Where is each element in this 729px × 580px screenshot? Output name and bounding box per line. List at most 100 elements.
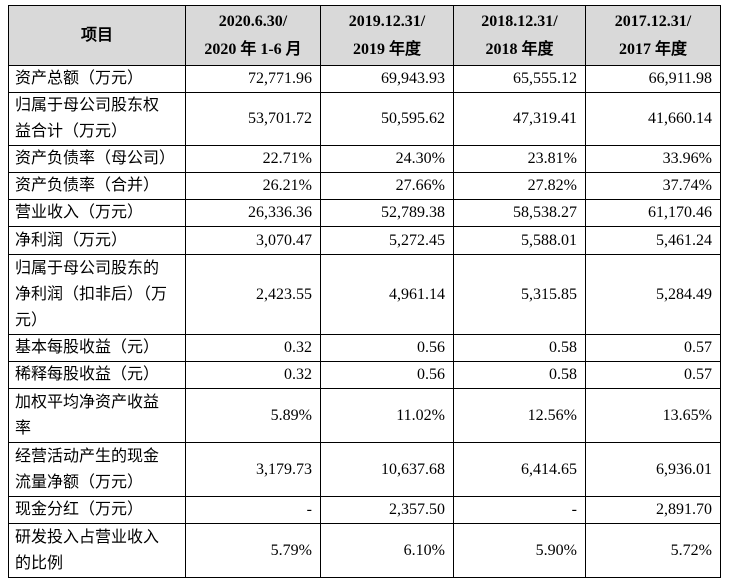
value-cell: 47,319.41 bbox=[453, 92, 586, 146]
cell-text: 资产负债率（母公司） bbox=[15, 150, 176, 167]
header-cell: 2018.12.31/2018 年度 bbox=[453, 5, 586, 66]
value-cell: 65,555.12 bbox=[453, 65, 586, 93]
value-cell: 11.02% bbox=[320, 388, 454, 443]
cell-text: 归属于母公司股东权 bbox=[15, 97, 160, 114]
value-cell: 4,961.14 bbox=[320, 254, 454, 335]
cell-text: 2020 年 1-6 月 bbox=[204, 40, 302, 58]
table-row: 研发投入占营业收入 的比例 5.79% 6.10% 5.90% 5.72% bbox=[8, 523, 721, 578]
row-label: 资产负债率（合并） bbox=[8, 172, 186, 200]
cell-text: 2018.12.31/ bbox=[481, 12, 558, 30]
cell-text: 2020.6.30/ bbox=[218, 12, 288, 30]
table-row: 营业收入（万元） 26,336.36 52,789.38 58,538.27 61,17… bbox=[8, 199, 721, 227]
cell-text: 归属于母公司股东的 bbox=[15, 259, 160, 277]
table-row: 资产总额（万元） 72,771.96 69,943.93 65,555.12 66,91… bbox=[8, 65, 721, 93]
cell-text: 的比例 bbox=[15, 554, 64, 572]
row-label: 净利润（万元） bbox=[8, 226, 186, 255]
value-cell: 10,637.68 bbox=[320, 442, 454, 497]
table-row: 净利润（万元） 3,070.47 5,272.45 5,588.01 5,461.24 bbox=[8, 226, 721, 255]
value-cell: 12.56% bbox=[453, 388, 586, 443]
table-row: 归属于母公司股东权 益合计（万元） 53,701.72 50,595.62 47,319… bbox=[8, 92, 721, 146]
value-cell: 0.58 bbox=[453, 334, 586, 362]
value-cell: 0.56 bbox=[320, 361, 454, 389]
row-label: 基本每股收益（元） bbox=[8, 334, 186, 362]
row-label: 现金分红（万元） bbox=[8, 496, 186, 524]
value-cell: 5,272.45 bbox=[320, 226, 454, 255]
cell-text: 净利润（万元） bbox=[15, 231, 128, 249]
value-cell: 27.82% bbox=[453, 172, 586, 200]
value-cell: 2,891.70 bbox=[585, 496, 721, 524]
value-cell: 0.58 bbox=[453, 361, 586, 389]
value-cell: 5.89% bbox=[185, 388, 321, 443]
table-row: 基本每股收益（元） 0.32 0.56 0.58 0.57 bbox=[8, 334, 721, 362]
table-row: 加权平均净资产收益率 5.89% 11.02% 12.56% 13.65% bbox=[8, 388, 721, 443]
cell-text: 项目 bbox=[80, 26, 113, 44]
cell-text: 净利润（扣非后）（万 bbox=[15, 285, 168, 303]
cell-text: 2019 年度 bbox=[352, 40, 421, 58]
table-row: 经营活动产生的现金 流量净额（万元） 3,179.73 10,637.68 6,414.… bbox=[8, 442, 721, 497]
cell-text: 2017 年度 bbox=[618, 40, 687, 58]
value-cell: 5,461.24 bbox=[585, 226, 721, 255]
value-cell: 23.81% bbox=[453, 145, 586, 173]
value-cell: 50,595.62 bbox=[320, 92, 454, 146]
value-cell: 6.10% bbox=[320, 523, 454, 578]
value-cell: 5,315.85 bbox=[453, 254, 586, 335]
value-cell: 6,414.65 bbox=[453, 442, 586, 497]
header-cell: 项目 bbox=[8, 5, 186, 66]
data-table: 项目 2020.6.30/2020 年 1-6 月 2019.12.31/2019 … bbox=[8, 5, 721, 578]
cell-text: 资产总额（万元） bbox=[15, 70, 144, 87]
header-cell: 2020.6.30/2020 年 1-6 月 bbox=[185, 5, 321, 66]
cell-text: 营业收入（万元） bbox=[15, 204, 144, 221]
value-cell: 5,284.49 bbox=[585, 254, 721, 335]
cell-text: 资产负债率（合并） bbox=[15, 177, 160, 194]
cell-text: 2019.12.31/ bbox=[348, 12, 426, 30]
value-cell: 3,179.73 bbox=[185, 442, 321, 497]
value-cell: 66,911.98 bbox=[585, 65, 721, 93]
value-cell: 24.30% bbox=[320, 145, 454, 173]
value-cell: 61,170.46 bbox=[585, 199, 721, 227]
row-label: 归属于母公司股东的 净利润（扣非后）（万 元） bbox=[8, 254, 186, 335]
row-label: 营业收入（万元） bbox=[8, 199, 186, 227]
cell-text: 2018 年度 bbox=[485, 40, 554, 58]
value-cell: 5.90% bbox=[453, 523, 586, 578]
value-cell: 13.65% bbox=[585, 388, 721, 443]
value-cell: 26.21% bbox=[185, 172, 321, 200]
table-row: 现金分红（万元） -2,357.50-2,891.70 bbox=[8, 496, 721, 524]
value-cell: - bbox=[453, 496, 586, 524]
value-cell: 27.66% bbox=[320, 172, 454, 200]
header-row: 项目 2020.6.30/2020 年 1-6 月 2019.12.31/2019 … bbox=[8, 5, 721, 66]
value-cell: 0.32 bbox=[185, 334, 321, 362]
value-cell: 58,538.27 bbox=[453, 199, 586, 227]
value-cell: 0.57 bbox=[585, 361, 721, 389]
cell-text: 率 bbox=[15, 419, 32, 437]
table-row: 资产负债率（合并） 26.21% 27.66% 27.82% 37.74% bbox=[8, 172, 721, 200]
cell-text: 基本每股收益（元） bbox=[15, 339, 160, 356]
cell-text: 研发投入占营业收入 bbox=[15, 528, 160, 546]
value-cell: 22.71% bbox=[185, 145, 321, 173]
row-label: 归属于母公司股东权 益合计（万元） bbox=[8, 92, 186, 146]
row-label: 经营活动产生的现金 流量净额（万元） bbox=[8, 442, 186, 497]
table-row: 归属于母公司股东的 净利润（扣非后）（万 元） 2,423.55 4,961.14 5,3… bbox=[8, 254, 721, 335]
value-cell: 37.74% bbox=[585, 172, 721, 200]
value-cell: 33.96% bbox=[585, 145, 721, 173]
cell-text: 加权平均净资产收益 bbox=[15, 393, 160, 411]
row-label: 资产负债率（母公司） bbox=[8, 145, 186, 173]
header-cell: 2019.12.31/2019 年度 bbox=[320, 5, 454, 66]
cell-text: 稀释每股收益（元） bbox=[15, 366, 160, 383]
cell-text: 2017.12.31/ bbox=[614, 12, 692, 30]
value-cell: - bbox=[185, 496, 321, 524]
value-cell: 5,588.01 bbox=[453, 226, 586, 255]
value-cell: 2,423.55 bbox=[185, 254, 321, 335]
value-cell: 5.72% bbox=[585, 523, 721, 578]
value-cell: 6,936.01 bbox=[585, 442, 721, 497]
value-cell: 0.56 bbox=[320, 334, 454, 362]
cell-text: 流量净额（万元） bbox=[15, 473, 144, 491]
table-row: 稀释每股收益（元） 0.32 0.56 0.58 0.57 bbox=[8, 361, 721, 389]
value-cell: 69,943.93 bbox=[320, 65, 454, 93]
value-cell: 26,336.36 bbox=[185, 199, 321, 227]
value-cell: 3,070.47 bbox=[185, 226, 321, 255]
value-cell: 53,701.72 bbox=[185, 92, 321, 146]
cell-text: 经营活动产生的现金 bbox=[15, 447, 160, 465]
row-label: 加权平均净资产收益率 bbox=[8, 388, 186, 443]
value-cell: 41,660.14 bbox=[585, 92, 721, 146]
row-label: 研发投入占营业收入 的比例 bbox=[8, 523, 186, 578]
